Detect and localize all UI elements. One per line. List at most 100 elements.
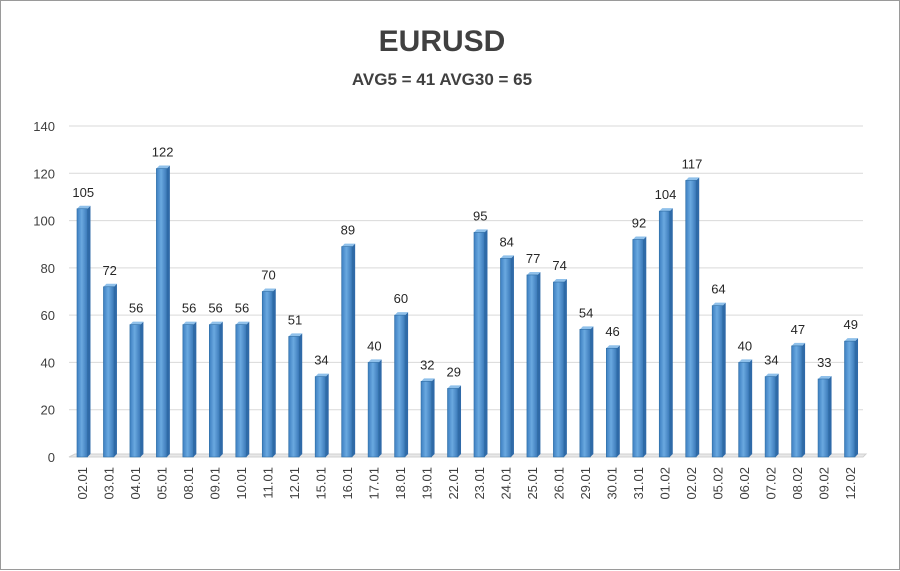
bar-side <box>590 326 594 457</box>
x-tick-label: 01.02 <box>658 467 673 500</box>
bar-top <box>447 385 462 389</box>
bar-side <box>193 321 197 457</box>
data-label: 60 <box>394 291 408 306</box>
bars <box>76 165 859 458</box>
y-tick-label: 0 <box>48 450 55 465</box>
x-tick-label: 29.01 <box>578 467 593 500</box>
bar <box>420 381 432 458</box>
bar-top <box>288 333 303 337</box>
bar-side <box>643 236 647 457</box>
bar-side <box>537 271 541 457</box>
bar <box>394 314 406 458</box>
x-tick-label: 30.01 <box>605 467 620 500</box>
x-tick-label: 02.01 <box>75 467 90 500</box>
bar <box>209 324 221 458</box>
bar-side <box>431 378 435 457</box>
data-label: 51 <box>288 312 302 327</box>
bar-top <box>262 288 276 292</box>
bar-side <box>458 385 462 457</box>
bar <box>817 378 829 458</box>
bar-side <box>87 205 91 457</box>
x-tick-label: 17.01 <box>366 467 381 500</box>
bar-top <box>315 373 329 377</box>
data-label: 56 <box>208 301 222 316</box>
bar-side <box>405 312 409 457</box>
data-label: 32 <box>420 357 434 372</box>
x-tick-label: 12.02 <box>843 467 858 500</box>
bar <box>579 329 591 458</box>
bar-top <box>394 312 409 316</box>
y-tick-label: 140 <box>33 119 55 134</box>
x-tick-label: 19.01 <box>419 467 434 500</box>
data-label: 122 <box>152 145 174 160</box>
bar <box>288 336 300 458</box>
bar-top <box>103 283 117 287</box>
chart-subtitle: AVG5 = 41 AVG30 = 65 <box>352 70 532 89</box>
bar <box>738 362 750 458</box>
data-label: 70 <box>261 268 275 283</box>
data-label: 40 <box>367 338 381 353</box>
bar-top <box>156 165 170 169</box>
bar-top <box>579 326 594 330</box>
x-tick-label: 03.01 <box>102 467 117 500</box>
data-label: 105 <box>72 185 94 200</box>
bar-side <box>722 302 726 457</box>
bar <box>711 305 723 458</box>
bar-side <box>696 177 700 457</box>
bar <box>103 286 115 458</box>
x-axis: 02.01 03.01 04.01 05.01 08.01 09.01 10.01 11.01… <box>75 467 858 500</box>
x-tick-label: 24.01 <box>499 467 514 500</box>
bar <box>658 210 671 458</box>
y-tick-label: 20 <box>41 403 55 418</box>
data-label: 34 <box>764 353 778 368</box>
bar <box>341 246 353 458</box>
x-tick-label: 12.01 <box>287 467 302 500</box>
bar-side <box>113 283 117 457</box>
bar-top <box>500 255 514 259</box>
y-tick-label: 80 <box>41 261 55 276</box>
bar-top <box>738 359 753 363</box>
x-tick-label: 25.01 <box>525 467 540 500</box>
data-label: 40 <box>738 338 752 353</box>
data-label: 54 <box>579 305 593 320</box>
data-label: 72 <box>102 263 116 278</box>
bar-top <box>844 338 859 342</box>
bar <box>791 345 803 458</box>
bar <box>261 291 274 458</box>
data-label: 117 <box>682 156 703 171</box>
x-tick-label: 16.01 <box>340 467 355 500</box>
bar-top <box>659 208 673 212</box>
data-label: 56 <box>235 301 249 316</box>
bar <box>235 324 247 458</box>
bar-side <box>828 375 832 457</box>
bar-top <box>473 229 488 233</box>
bar <box>367 362 379 458</box>
bar <box>473 232 485 458</box>
bar <box>553 281 565 458</box>
x-tick-label: 31.01 <box>631 467 646 500</box>
bar-side <box>669 208 673 457</box>
data-label: 104 <box>655 187 677 202</box>
bar-side <box>246 321 250 457</box>
bar-side <box>352 243 356 457</box>
bar-top <box>129 321 144 325</box>
bar-top <box>632 236 647 240</box>
x-tick-label: 11.01 <box>261 467 276 499</box>
data-label: 74 <box>552 258 566 273</box>
data-label: 64 <box>711 282 725 297</box>
bar-top <box>526 271 541 275</box>
bar-side <box>510 255 514 457</box>
x-tick-label: 10.01 <box>234 467 249 500</box>
y-axis: 0 20 40 60 80 100 120 140 <box>33 119 55 465</box>
x-tick-label: 06.02 <box>737 467 752 500</box>
bar-side <box>484 229 488 457</box>
x-tick-label: 05.02 <box>710 467 725 500</box>
data-label: 49 <box>844 317 858 332</box>
bar <box>632 239 644 458</box>
data-labels: 105 72 56 122 56 56 56 70 51 34 89 40 60 32 29 95 84 77 74… <box>72 145 858 380</box>
bar-side <box>272 288 276 457</box>
x-tick-label: 07.02 <box>763 467 778 500</box>
bar-top <box>818 375 832 379</box>
x-tick-label: 08.01 <box>181 467 196 500</box>
